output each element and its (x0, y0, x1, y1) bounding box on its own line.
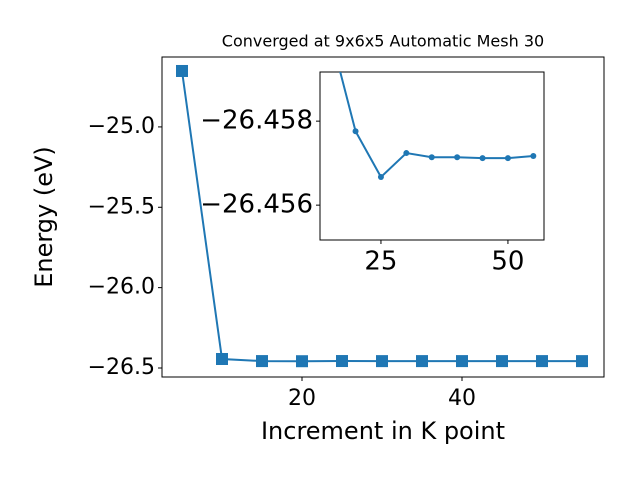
marker (296, 355, 308, 368)
marker (504, 155, 511, 162)
marker (576, 355, 588, 368)
marker (496, 355, 508, 368)
x-tick-label: 25 (364, 247, 397, 277)
marker (536, 355, 548, 368)
marker (256, 355, 268, 368)
marker (479, 155, 486, 162)
y-tick-label: −26.5 (88, 355, 155, 380)
marker (454, 154, 461, 161)
marker (530, 153, 537, 159)
marker (403, 150, 410, 157)
x-tick-label: 20 (288, 386, 316, 411)
x-tick-label: 50 (491, 247, 524, 277)
marker (456, 355, 468, 368)
y-tick-label: −25.0 (88, 114, 155, 139)
marker (377, 174, 384, 180)
y-tick-label: −26.456 (200, 190, 313, 220)
y-tick-label: −26.0 (88, 275, 155, 300)
marker (376, 355, 388, 368)
chart-title: Converged at 9x6x5 Automatic Mesh 30 (222, 32, 544, 51)
x-tick-label: 40 (448, 386, 476, 411)
marker (416, 355, 428, 368)
marker (176, 64, 188, 77)
series-group (176, 64, 588, 368)
x-axis-label: Increment in K point (261, 417, 505, 445)
y-tick-label: −26.458 (200, 106, 313, 136)
marker (428, 154, 435, 161)
series-group (339, 72, 537, 180)
marker (336, 355, 348, 368)
y-tick-label: −25.5 (88, 194, 155, 219)
marker (216, 352, 228, 365)
marker (352, 128, 359, 135)
y-axis-label: Energy (eV) (30, 146, 58, 288)
